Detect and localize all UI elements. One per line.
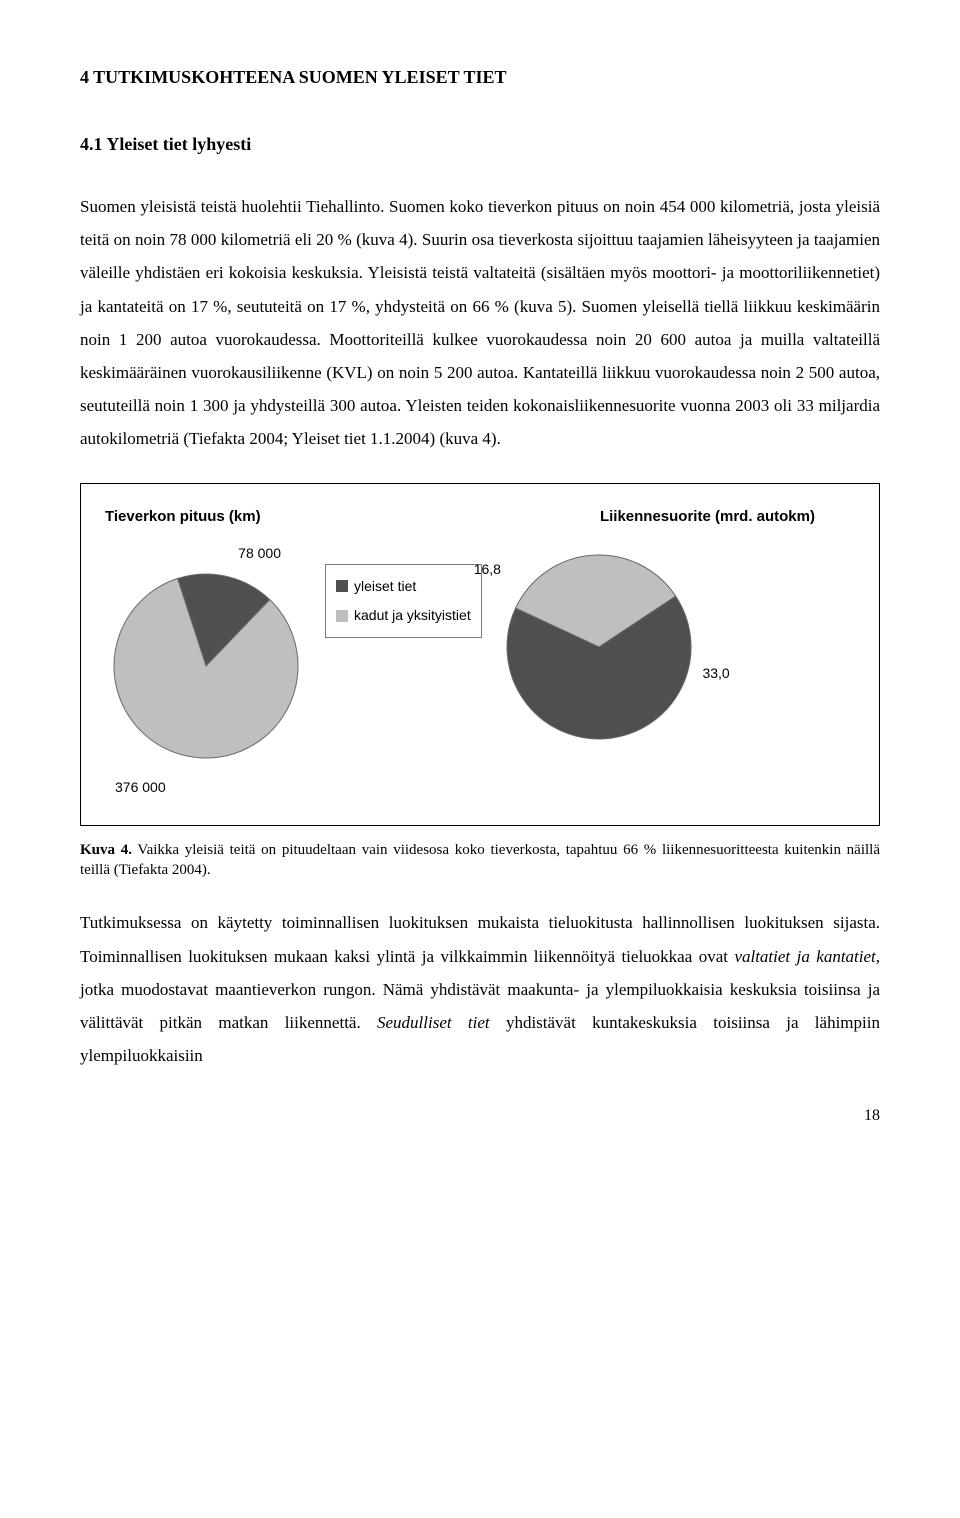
legend-item: yleiset tiet	[336, 573, 471, 600]
caption-bold: Kuva 4.	[80, 842, 132, 858]
page-number: 18	[80, 1100, 880, 1131]
pie1-label-top: 78 000	[238, 540, 281, 567]
pie-chart-liikennesuorite	[504, 552, 694, 742]
body-paragraph-1: Suomen yleisistä teistä huolehtii Tiehal…	[80, 190, 880, 455]
legend-label: yleiset tiet	[354, 573, 416, 600]
legend-item: kadut ja yksityistiet	[336, 602, 471, 629]
para2-italic: Seudulliset tiet	[377, 1013, 490, 1032]
legend-swatch	[336, 580, 348, 592]
body-paragraph-2: Tutkimuksessa on käytetty toiminnallisen…	[80, 906, 880, 1072]
subsection-heading: 4.1 Yleiset tiet lyhyesti	[80, 127, 880, 162]
chart-right-title: Liikennesuorite (mrd. autokm)	[600, 502, 815, 531]
legend-swatch	[336, 610, 348, 622]
para2-italic: valtatiet ja kantatiet	[734, 947, 875, 966]
pie-chart-tieverkon	[111, 571, 301, 761]
chart-legend: yleiset tiet kadut ja yksityistiet	[325, 564, 482, 639]
legend-label: kadut ja yksityistiet	[354, 602, 471, 629]
figure-4-container: Tieverkon pituus (km) Liikennesuorite (m…	[80, 483, 880, 826]
pie2-label-left: 16,8	[474, 556, 501, 583]
pie2-label-right: 33,0	[702, 660, 729, 687]
caption-text: Vaikka yleisiä teitä on pituudeltaan vai…	[80, 842, 880, 878]
chart-left-title: Tieverkon pituus (km)	[105, 502, 261, 531]
pie1-label-bottom: 376 000	[115, 774, 855, 801]
section-heading: 4 TUTKIMUSKOHTEENA SUOMEN YLEISET TIET	[80, 60, 880, 95]
figure-caption: Kuva 4. Vaikka yleisiä teitä on pituudel…	[80, 840, 880, 881]
